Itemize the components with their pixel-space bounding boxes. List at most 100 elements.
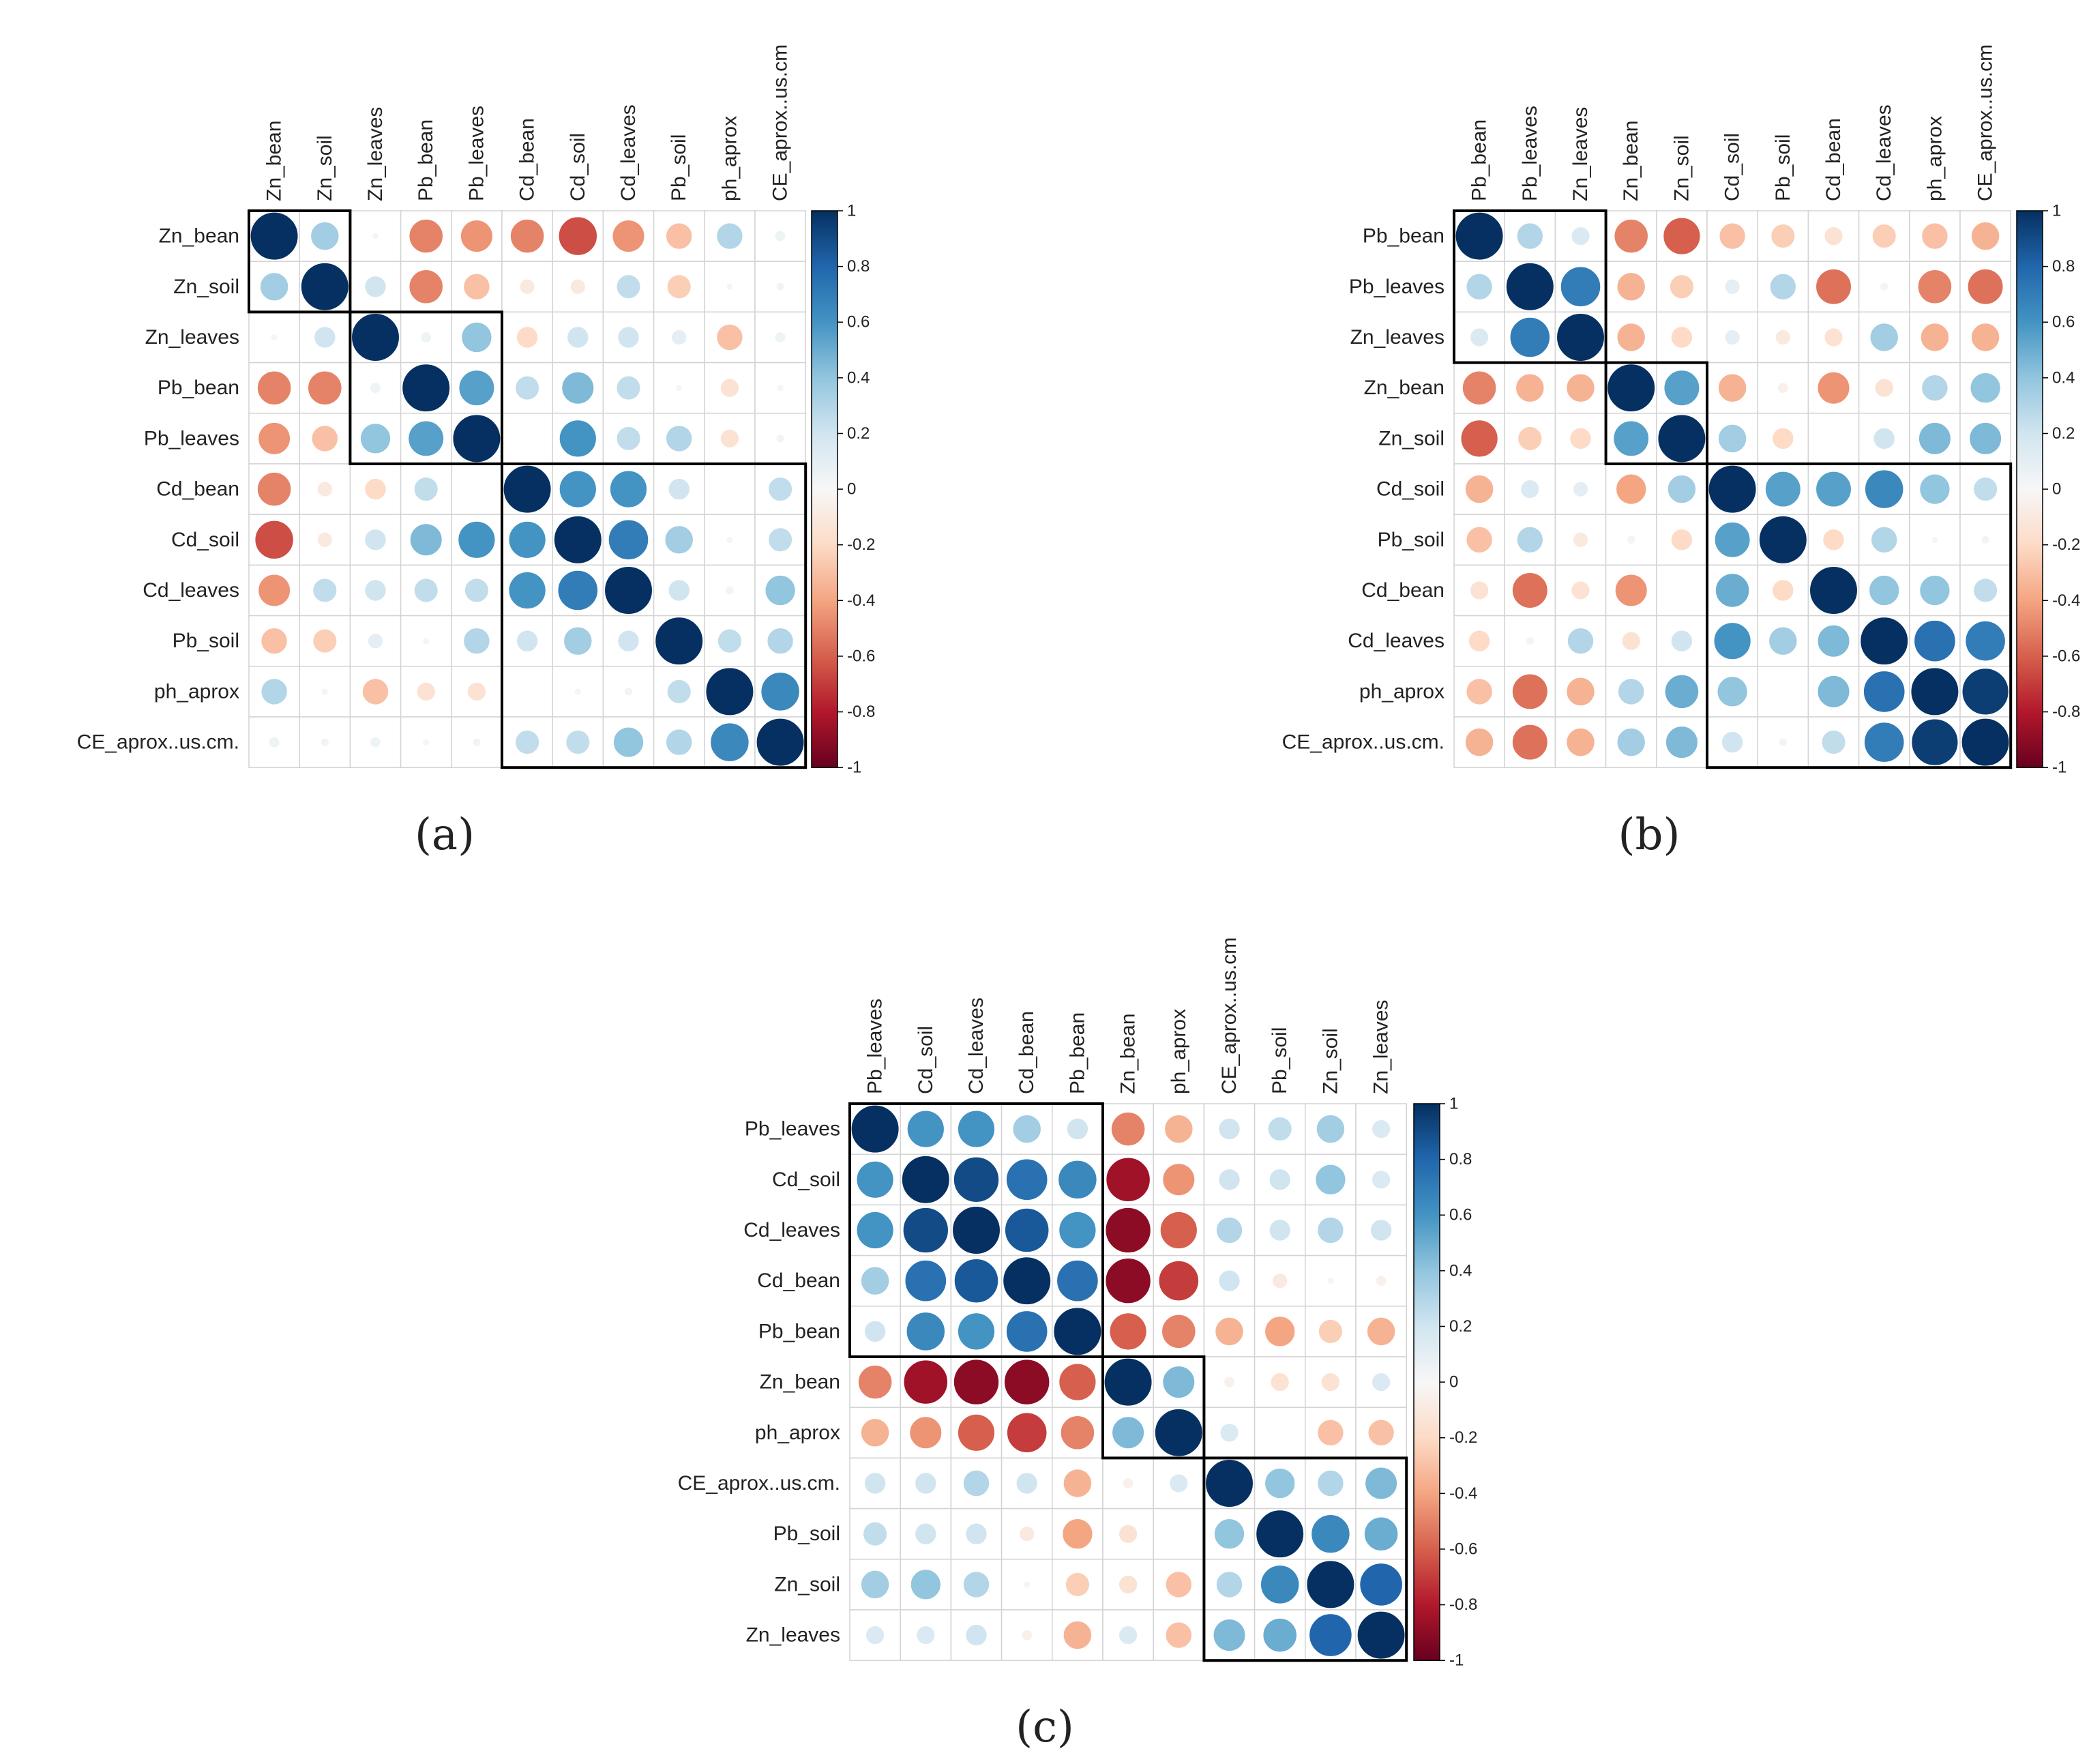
correlation-circle bbox=[308, 370, 342, 405]
correlation-circle bbox=[1205, 1459, 1254, 1508]
column-label: Zn_soil bbox=[1670, 135, 1693, 201]
correlation-circle bbox=[574, 688, 582, 696]
correlation-circle bbox=[1817, 624, 1850, 658]
correlation-circle bbox=[1873, 427, 1895, 450]
correlation-circle bbox=[775, 434, 785, 443]
row-label: Pb_bean bbox=[758, 1320, 840, 1342]
correlation-circle bbox=[856, 1211, 894, 1249]
correlation-circle bbox=[1270, 1372, 1290, 1392]
colorbar-tick-label: 0.2 bbox=[2052, 424, 2075, 443]
row-label: Cd_soil bbox=[1376, 478, 1444, 501]
colorbar-tick-label: 0.6 bbox=[847, 313, 870, 332]
correlation-circle bbox=[909, 1416, 943, 1450]
correlation-circle bbox=[1670, 274, 1694, 299]
colorbar: 1 0.8 0.6 0.4 0.2 0 -0.2 -0.4 -0.6 -0.8 -1 bbox=[811, 202, 875, 777]
correlation-circle bbox=[850, 1104, 900, 1153]
correlation-circle bbox=[1003, 1256, 1051, 1305]
correlation-circle bbox=[1670, 630, 1693, 652]
correlation-circle bbox=[1817, 675, 1850, 708]
correlation-circle bbox=[774, 230, 786, 242]
correlation-circle bbox=[1973, 477, 1998, 501]
column-label: Zn_soil bbox=[314, 135, 336, 201]
column-label: Zn_leaves bbox=[364, 107, 387, 201]
colorbar-tick-label: 0 bbox=[1449, 1373, 1458, 1392]
correlation-circle bbox=[720, 378, 739, 398]
correlation-circle bbox=[1616, 473, 1647, 505]
correlation-circle bbox=[616, 426, 641, 451]
grid-cell bbox=[900, 1457, 952, 1510]
correlation-circle bbox=[671, 329, 687, 345]
correlation-circle bbox=[1874, 378, 1894, 398]
correlation-circle bbox=[1169, 1473, 1189, 1493]
column-label: Pb_bean bbox=[1468, 119, 1491, 201]
row-label: Zn_soil bbox=[1378, 427, 1444, 450]
correlation-circle bbox=[666, 425, 693, 452]
correlation-circle bbox=[1256, 1510, 1304, 1558]
correlation-circle bbox=[557, 570, 598, 611]
colorbar: 1 0.8 0.6 0.4 0.2 0 -0.2 -0.4 -0.6 -0.8 -1 bbox=[2016, 202, 2080, 777]
colorbar-tick-label: 0.8 bbox=[847, 257, 870, 276]
grid-cell bbox=[501, 413, 553, 465]
grid-cell bbox=[900, 1407, 952, 1459]
correlation-circle bbox=[558, 216, 597, 256]
correlation-circle bbox=[1006, 1158, 1048, 1201]
correlation-circle bbox=[1267, 1117, 1292, 1141]
colorbar-tick-label: -1 bbox=[2052, 759, 2066, 777]
correlation-circle bbox=[856, 1160, 894, 1199]
correlation-circle bbox=[1713, 622, 1751, 660]
correlation-circle bbox=[1058, 1160, 1097, 1199]
correlation-circle bbox=[370, 736, 381, 748]
correlation-circle bbox=[1023, 1581, 1031, 1589]
correlation-circle bbox=[1824, 226, 1843, 246]
cluster-box bbox=[1706, 462, 2013, 769]
correlation-circle bbox=[1118, 1574, 1138, 1594]
correlation-circle bbox=[1118, 1524, 1138, 1544]
correlation-circle bbox=[321, 688, 329, 696]
correlation-circle bbox=[312, 628, 338, 653]
correlation-circle bbox=[409, 523, 443, 557]
correlation-circle bbox=[1616, 272, 1646, 302]
row-label: Zn_soil bbox=[774, 1573, 840, 1596]
correlation-circle bbox=[1372, 1119, 1391, 1139]
colorbar-tick-label: 0.8 bbox=[2052, 257, 2075, 276]
correlation-circle bbox=[422, 738, 430, 746]
correlation-circle bbox=[364, 478, 387, 501]
correlation-circle bbox=[1317, 1469, 1344, 1497]
correlation-circle bbox=[861, 1418, 890, 1447]
column-label: Cd_bean bbox=[516, 118, 539, 201]
correlation-circle bbox=[1506, 263, 1554, 311]
column-label: Cd_bean bbox=[1822, 118, 1845, 201]
cluster-box bbox=[848, 1102, 1104, 1358]
correlation-circle bbox=[1056, 1260, 1099, 1302]
correlation-circle bbox=[904, 1260, 947, 1302]
correlation-circle bbox=[1269, 1219, 1291, 1241]
correlation-circle bbox=[655, 617, 703, 665]
row-label: ph_aprox bbox=[154, 680, 239, 703]
correlation-circle bbox=[1822, 529, 1845, 551]
column-label: Pb_leaves bbox=[864, 999, 887, 1094]
column-label: Cd_soil bbox=[1721, 133, 1744, 201]
correlation-circle bbox=[1162, 1366, 1196, 1398]
grid-cell bbox=[501, 362, 553, 414]
correlation-circle bbox=[1718, 424, 1747, 453]
colorbar-tick-label: 0.2 bbox=[1449, 1317, 1472, 1336]
correlation-circle bbox=[1004, 1359, 1050, 1405]
correlation-circle bbox=[675, 384, 683, 392]
correlation-circle bbox=[409, 269, 443, 304]
correlation-circle bbox=[258, 422, 291, 455]
grid-cell bbox=[1858, 564, 1910, 617]
correlation-circle bbox=[1315, 1164, 1346, 1195]
correlation-circle bbox=[1571, 226, 1590, 246]
colorbar-tick-label: -0.8 bbox=[2052, 703, 2080, 721]
correlation-circle bbox=[1970, 372, 2001, 404]
correlation-circle bbox=[1466, 273, 1493, 300]
colorbar-tick-label: 0 bbox=[847, 480, 856, 499]
correlation-circle bbox=[958, 1312, 995, 1351]
correlation-circle bbox=[1260, 1565, 1300, 1604]
grid-cell bbox=[602, 210, 655, 262]
correlation-circle bbox=[1213, 1619, 1246, 1651]
correlation-circle bbox=[916, 1626, 936, 1645]
correlation-circle bbox=[567, 326, 589, 349]
correlation-circle bbox=[316, 481, 333, 497]
column-label: CE_aprox..us.cm bbox=[769, 44, 792, 201]
